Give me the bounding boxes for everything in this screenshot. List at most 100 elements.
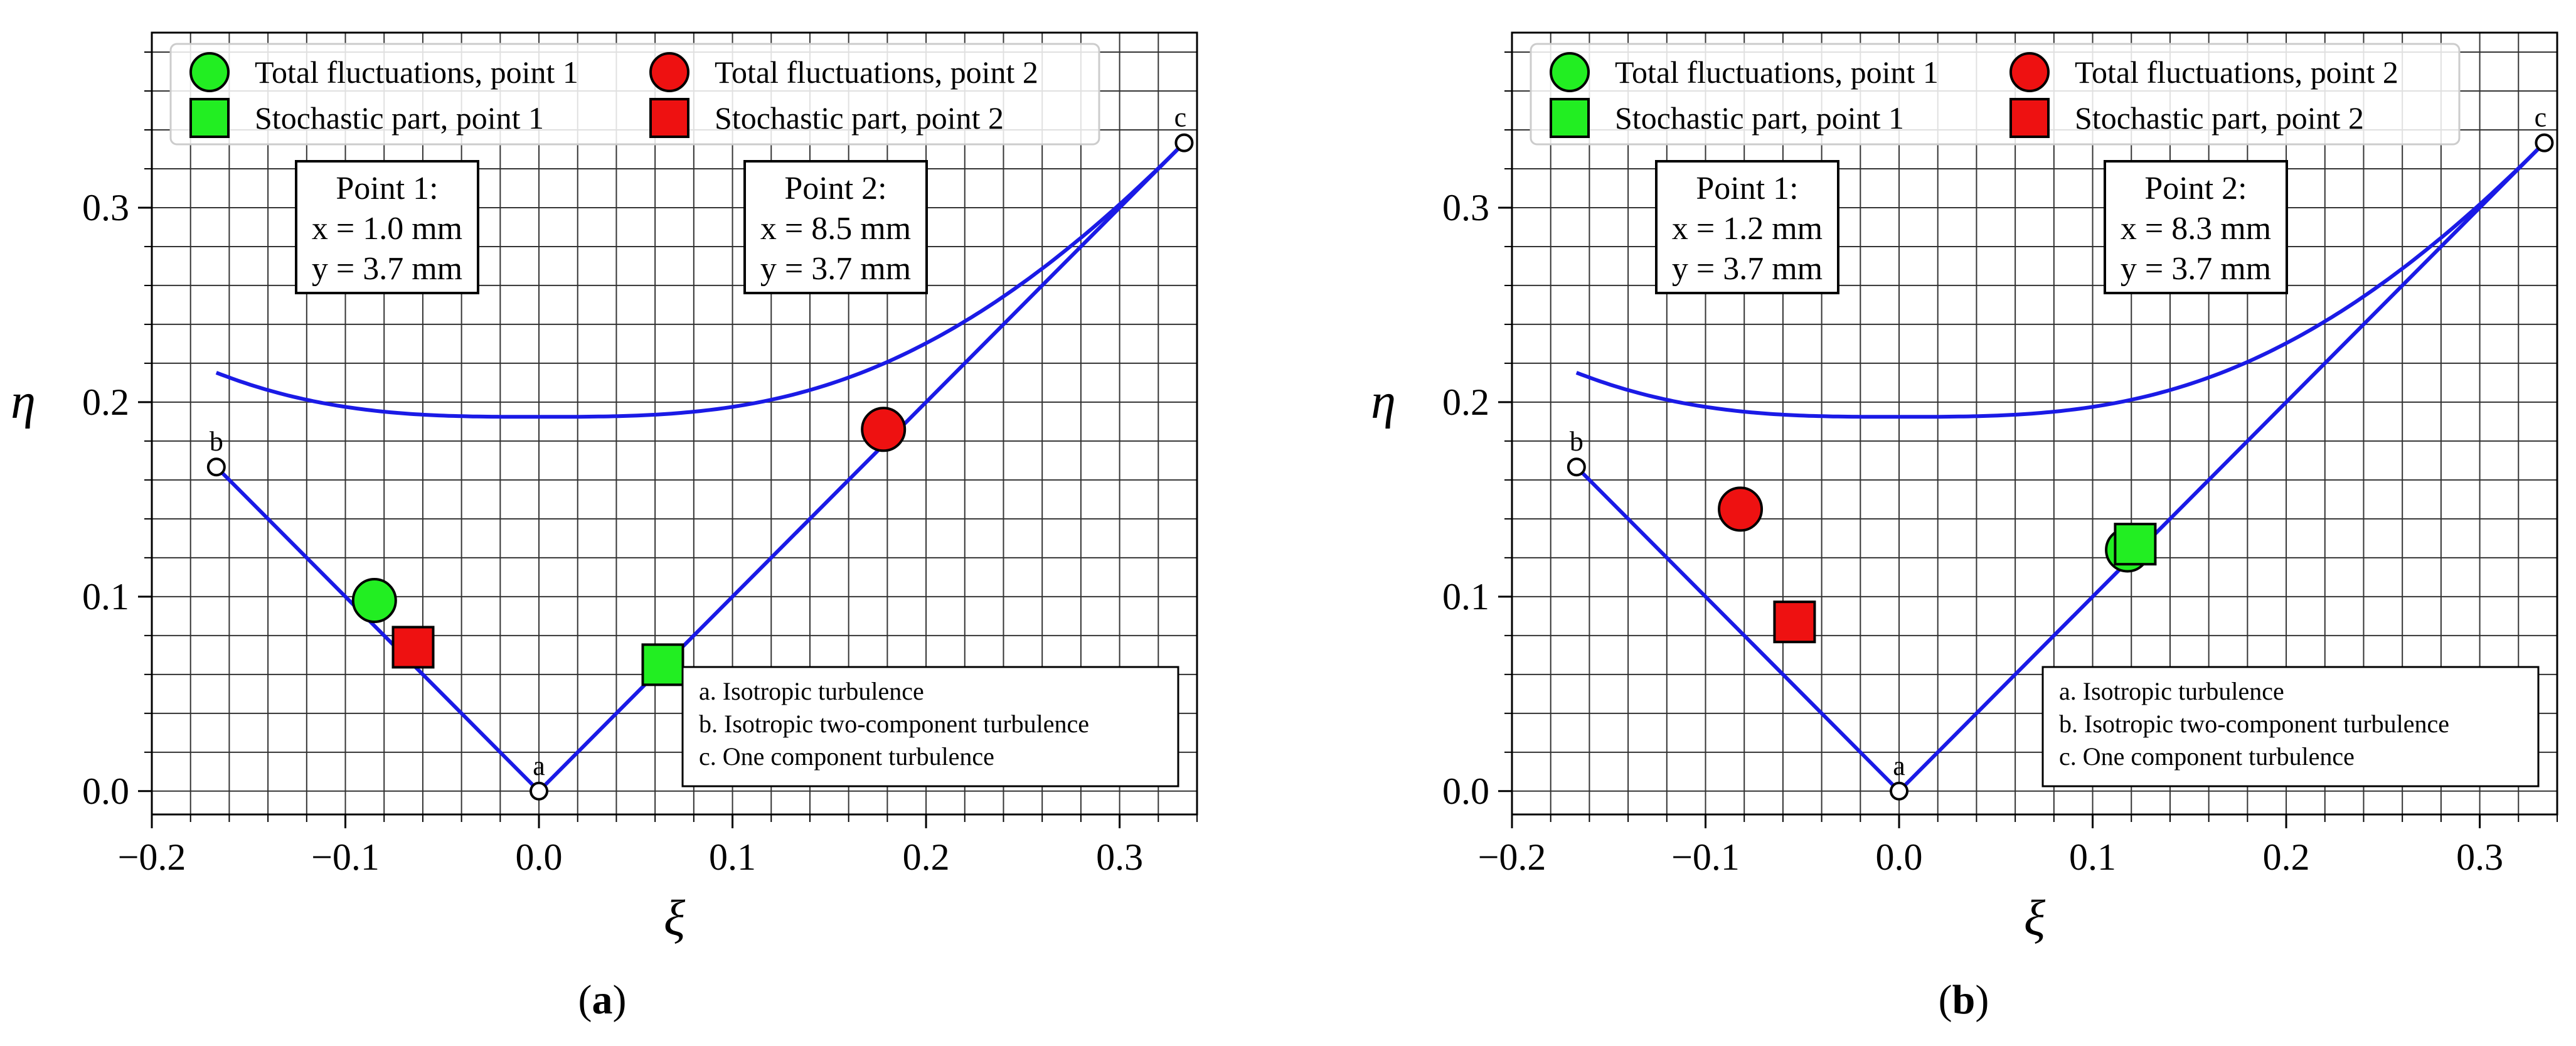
point1-info-box-frame	[295, 160, 479, 294]
panel-caption: (a)	[578, 977, 627, 1023]
y-tick-label: 0.1	[82, 576, 129, 617]
vertex-label-a: a	[533, 750, 545, 781]
legend-marker-circle	[2009, 52, 2050, 92]
panel-caption: (b)	[1939, 977, 1989, 1023]
vertex-marker	[1890, 781, 1909, 801]
undefined-line: x = 8.5 mm	[760, 211, 911, 247]
undefined-line: y = 3.7 mm	[2121, 251, 2271, 287]
undefined-line: x = 8.3 mm	[2121, 211, 2271, 247]
x-tick-label: 0.3	[2456, 836, 2503, 878]
plot-frame	[1511, 31, 2558, 816]
legend-marker-square	[649, 98, 689, 138]
undefined-line: y = 3.7 mm	[760, 251, 911, 287]
plot-frame	[151, 31, 1198, 816]
vertex-marker	[1174, 133, 1194, 152]
caption-close-paren: )	[1975, 977, 1989, 1023]
two-component-limit-curve	[215, 141, 1186, 419]
y-tick-label: 0.3	[82, 187, 129, 228]
caption-close-paren: )	[613, 977, 627, 1023]
point1-info-box-line: y = 3.7 mm	[1672, 251, 1823, 287]
legend-entry-label: Total fluctuations, point 2	[715, 55, 1038, 90]
x-tick-label: 0.3	[1096, 836, 1143, 878]
x-tick-label: 0.2	[903, 836, 950, 878]
legend-entry-label: Stochastic part, point 1	[255, 100, 544, 136]
point1-info-box: Point 1: x = 1.0 mm y = 3.7 mm	[295, 160, 479, 294]
lumley-triangle	[1567, 133, 2554, 801]
y-tick-label: 0.2	[1442, 382, 1489, 423]
axisymmetric-expansion-line	[215, 466, 541, 793]
data-point-square	[391, 626, 435, 669]
x-tick-label: 0.1	[2069, 836, 2116, 878]
undefined-frame	[2104, 160, 2288, 294]
legend-marker-circle	[1550, 52, 1590, 92]
legend-marker-square	[1550, 98, 1590, 138]
x-tick-label: −0.2	[118, 836, 186, 878]
y-tick-label: 0.0	[82, 771, 129, 812]
legend: Total fluctuations, point 1 Total fluctua…	[169, 43, 1100, 146]
legend-entry-label: Stochastic part, point 2	[715, 100, 1004, 136]
x-tick-label: −0.2	[1478, 836, 1546, 878]
legend-marker-square	[2009, 98, 2050, 138]
y-axis-label: η	[11, 374, 36, 429]
legend-frame	[1530, 43, 2461, 146]
x-tick-label: 0.0	[1876, 836, 1923, 878]
vertex-key-frame	[2041, 666, 2540, 787]
undefined: Point 2: x = 8.3 mm y = 3.7 mm	[2104, 160, 2288, 294]
y-tick-label: 0.3	[1442, 187, 1489, 228]
point1-info-box-frame	[1655, 160, 1839, 294]
data-point-circle	[861, 407, 907, 452]
y-tick-label: 0.0	[1442, 771, 1489, 812]
x-axis-label: ξ	[664, 891, 686, 946]
point1-info-box-line: x = 1.0 mm	[312, 211, 462, 247]
panel-a: −0.2 −0.1 0.0 0.1 0.2 0.3 0.0 0.1 0.2 0.3 ξ η a b c Tot…	[11, 31, 1198, 1023]
x-axis-label: ξ	[2024, 891, 2046, 946]
legend-entry-label: Stochastic part, point 2	[2075, 100, 2364, 136]
caption-panel-letter: b	[1952, 977, 1976, 1023]
vertex-label-b: b	[1570, 426, 1583, 457]
panel-b: −0.2 −0.1 0.0 0.1 0.2 0.3 0.0 0.1 0.2 0.3 ξ η a b c Tot…	[1371, 31, 2558, 1023]
vertex-label-b: b	[210, 426, 223, 457]
data-point-circle	[1718, 486, 1764, 532]
undefined-line: Point 2:	[784, 171, 886, 206]
x-tick-label: −0.1	[311, 836, 380, 878]
x-tick-label: −0.1	[1671, 836, 1740, 878]
vertex-label-c: c	[2535, 102, 2547, 133]
point1-info-box-line: Point 1:	[1696, 171, 1798, 206]
vertex-key-line: c. One component turbulence	[2059, 742, 2355, 771]
vertex-label-a: a	[1893, 750, 1905, 781]
y-tick-label: 0.2	[82, 382, 129, 423]
vertex-key-box: a. Isotropic turbulence b. Isotropic two-…	[2041, 666, 2540, 787]
x-tick-label: 0.0	[516, 836, 563, 878]
point1-info-box: Point 1: x = 1.2 mm y = 3.7 mm	[1655, 160, 1839, 294]
legend-frame	[169, 43, 1100, 146]
data-point-square	[2114, 523, 2157, 566]
vertex-key-box: a. Isotropic turbulence b. Isotropic two-…	[681, 666, 1179, 787]
vertex-marker	[530, 781, 549, 801]
y-axis-label: η	[1371, 374, 1396, 429]
vertex-label-c: c	[1174, 102, 1187, 133]
two-component-limit-curve	[1575, 141, 2546, 419]
x-tick-label: 0.1	[709, 836, 756, 878]
vertex-marker	[1567, 457, 1586, 477]
caption-open-paren: (	[1939, 977, 1952, 1023]
data-point-square	[641, 643, 684, 686]
vertex-key-line: a. Isotropic turbulence	[2059, 677, 2284, 705]
vertex-key-line: a. Isotropic turbulence	[699, 677, 924, 705]
x-tick-label: 0.2	[2263, 836, 2310, 878]
undefined-line: Point 2:	[2144, 171, 2247, 206]
vertex-marker	[2535, 133, 2554, 152]
undefined: Point 2: x = 8.5 mm y = 3.7 mm	[743, 160, 928, 294]
point1-info-box-line: y = 3.7 mm	[312, 251, 462, 287]
y-tick-label: 0.1	[1442, 576, 1489, 617]
data-point-square	[1773, 600, 1816, 644]
caption-panel-letter: a	[592, 977, 613, 1023]
legend-marker-square	[189, 98, 230, 138]
vertex-key-frame	[681, 666, 1179, 787]
axisymmetric-expansion-line	[1575, 466, 1901, 793]
undefined-frame	[743, 160, 928, 294]
caption-open-paren: (	[578, 977, 592, 1023]
vertex-key-line: b. Isotropic two-component turbulence	[2059, 710, 2449, 738]
data-point-circle	[351, 578, 397, 624]
